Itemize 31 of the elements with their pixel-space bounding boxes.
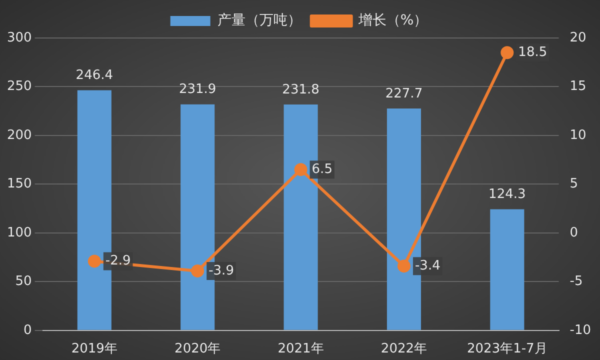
x-tick-label: 2021年 <box>278 342 324 357</box>
data-label: 6.5 <box>312 162 332 177</box>
legend-label: 产量（万吨） <box>217 12 302 29</box>
data-label: 231.9 <box>178 82 216 98</box>
x-tick-label: 2019年 <box>71 342 118 357</box>
legend-label: 增长（%） <box>357 12 428 29</box>
y-tick-label: 250 <box>6 79 32 94</box>
data-label: -3.4 <box>414 258 440 274</box>
data-label: 124.3 <box>488 187 526 202</box>
data-label: 18.5 <box>518 44 548 60</box>
y-tick-label: 150 <box>6 176 32 192</box>
y-tick-label: 50 <box>15 274 32 290</box>
x-tick-label: 2023年1-7月 <box>467 342 548 357</box>
y2-tick-label: 20 <box>570 30 586 46</box>
y-tick-label: 100 <box>6 225 32 240</box>
x-tick-label: 2022年 <box>380 342 428 357</box>
y2-tick-label: -5 <box>570 274 583 290</box>
y-tick-label: 0 <box>24 322 32 338</box>
x-tick-label: 2020年 <box>174 342 221 357</box>
y2-tick-label: 15 <box>570 79 586 94</box>
y-tick-label: 200 <box>6 128 32 143</box>
y2-tick-label: -10 <box>570 322 591 338</box>
data-label: -3.9 <box>208 263 234 278</box>
data-label: 231.8 <box>282 82 320 98</box>
y2-tick-label: 10 <box>570 128 586 143</box>
y2-tick-label: 5 <box>570 176 578 192</box>
data-label: -2.9 <box>105 254 131 269</box>
data-label: 246.4 <box>76 68 114 84</box>
data-label: 227.7 <box>385 86 423 102</box>
y2-tick-label: 0 <box>570 225 578 240</box>
y-tick-label: 300 <box>6 30 32 46</box>
